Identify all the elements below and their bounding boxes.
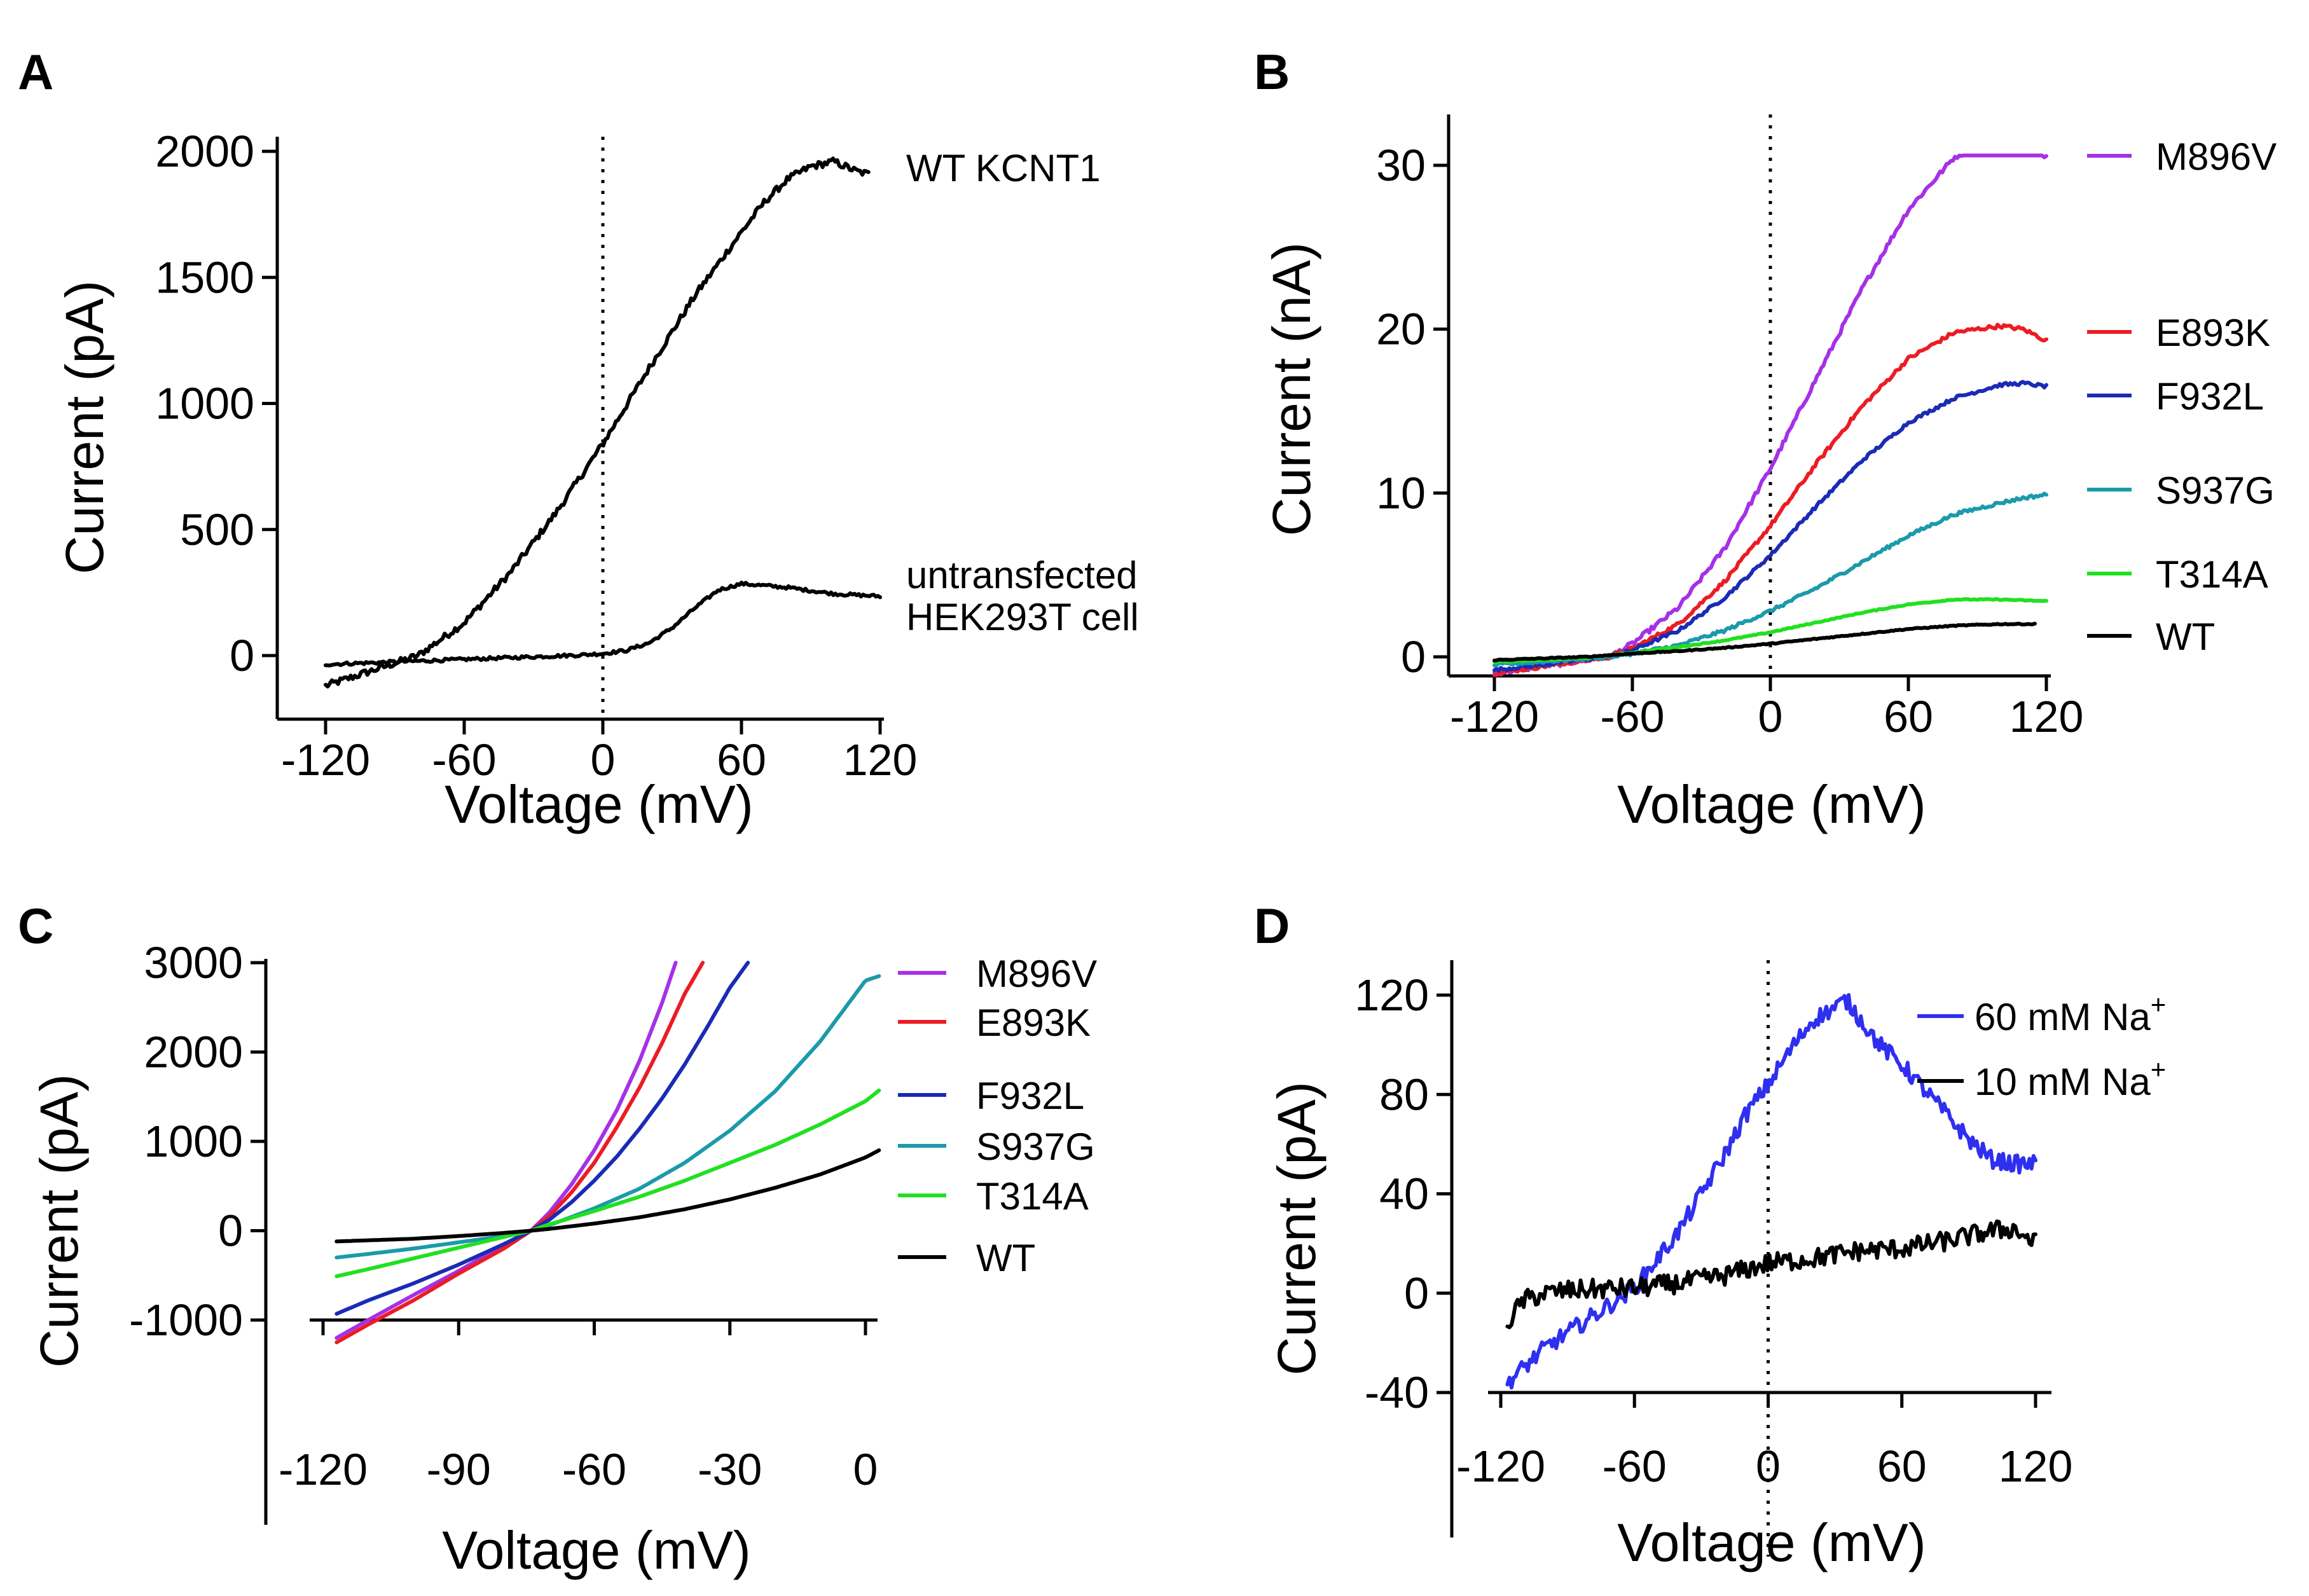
series-label-untransfected-hek293t-cell: untransfected (906, 554, 1138, 596)
legend-label-m896v: M896V (2156, 135, 2277, 178)
x-tick-label: 120 (1999, 1441, 2073, 1491)
x-tick-label: -120 (1456, 1441, 1545, 1491)
legend-label-wt: WT (2156, 616, 2215, 658)
series-line-wt (334, 1148, 881, 1244)
series-label-wt-kcnt1: WT KCNT1 (906, 147, 1101, 189)
y-tick-label: -40 (1365, 1368, 1429, 1417)
panel-a: A 0 500 1000 1500 2000 -120 -60 0 60 120 Voltage (m… (18, 44, 1139, 834)
legend-superscript: + (2151, 1054, 2167, 1084)
series-line-wt (1492, 621, 2037, 663)
legend-label-e893k: E893K (976, 1001, 1091, 1044)
x-tick-label: -90 (427, 1445, 491, 1494)
series-line-m896v (1492, 153, 2048, 677)
legend-label-m896v: M896V (976, 953, 1097, 995)
series-line-m896v (334, 961, 678, 1340)
y-tick-label: 40 (1379, 1169, 1429, 1219)
y-tick-label: 20 (1376, 305, 1426, 354)
y-tick-label: 2000 (144, 1028, 243, 1077)
legend-label-wt: WT (976, 1237, 1035, 1279)
legend-label-10-mm-na: 10 mM Na+ (1975, 1054, 2166, 1103)
x-tick-label: -120 (279, 1445, 368, 1494)
x-axis-title: Voltage (mV) (445, 774, 754, 834)
x-axis-title: Voltage (mV) (442, 1520, 751, 1580)
series-line-60-mm-na (1505, 993, 2037, 1390)
x-tick-label: -60 (1600, 692, 1664, 741)
y-axis-title: Current (nA) (1262, 242, 1321, 536)
panel-letter: C (18, 898, 53, 954)
x-tick-label: -30 (698, 1445, 762, 1494)
x-tick-label: 60 (1884, 692, 1933, 741)
y-tick-label: 500 (180, 505, 254, 554)
x-tick-label: -60 (432, 735, 496, 785)
series-line-untransfected-hek293t-cell (324, 581, 882, 668)
panel-letter: A (18, 44, 53, 100)
x-tick-label: 0 (591, 735, 616, 785)
y-tick-label: 30 (1376, 141, 1426, 190)
panel-letter: B (1254, 44, 1290, 100)
x-tick-label: 120 (2009, 692, 2084, 741)
y-axis-title: Current (pA) (29, 1074, 89, 1368)
y-tick-label: 0 (1404, 1269, 1429, 1318)
y-axis-title: Current (pA) (1267, 1082, 1327, 1375)
y-tick-label: 1000 (144, 1117, 243, 1166)
y-tick-label: 0 (218, 1206, 243, 1256)
y-tick-label: 80 (1379, 1070, 1429, 1119)
series-line-s937g (334, 974, 881, 1260)
series-line-e893k (334, 961, 705, 1345)
x-tick-label: -60 (1603, 1441, 1667, 1491)
x-tick-label: 60 (1877, 1441, 1927, 1491)
x-tick-label: -60 (562, 1445, 626, 1494)
legend-label-f932l: F932L (976, 1075, 1084, 1117)
legend-label-t314a: T314A (976, 1175, 1089, 1218)
x-tick-label: 0 (1758, 692, 1783, 741)
legend-label-s937g: S937G (976, 1125, 1095, 1168)
x-tick-label: 60 (717, 735, 766, 785)
series-line-wt-kcnt1 (324, 156, 871, 689)
panel-letter: D (1254, 898, 1290, 954)
x-tick-label: -120 (1450, 692, 1539, 741)
y-tick-label: 3000 (144, 938, 243, 987)
y-tick-label: 10 (1376, 468, 1426, 518)
x-axis-title: Voltage (mV) (1617, 1513, 1926, 1572)
legend-label-60-mm-na: 60 mM Na+ (1975, 989, 2166, 1038)
x-tick-label: 0 (853, 1445, 878, 1494)
y-tick-label: 2000 (155, 127, 254, 176)
y-tick-label: 120 (1354, 970, 1429, 1020)
legend-label-t314a: T314A (2156, 553, 2268, 596)
legend-superscript: + (2151, 989, 2167, 1019)
panel-c: C -1000 0 1000 2000 3000 -120 -90 -60 -30 0 Voltage… (18, 898, 1097, 1580)
x-tick-label: -120 (281, 735, 370, 785)
y-axis-title: Current (pA) (55, 280, 114, 574)
series-line-f932l (334, 961, 750, 1316)
series-line-10-mm-na (1505, 1219, 2037, 1330)
y-tick-label: 0 (1401, 632, 1426, 682)
legend-label-e893k: E893K (2156, 312, 2270, 354)
y-tick-label: -1000 (129, 1295, 243, 1345)
x-tick-label: 120 (843, 735, 918, 785)
series-label-untransfected-hek293t-cell: HEK293T cell (906, 596, 1139, 638)
legend-label-f932l: F932L (2156, 375, 2264, 418)
series-line-t314a (334, 1088, 881, 1279)
y-tick-label: 0 (230, 631, 254, 680)
legend-label-s937g: S937G (2156, 469, 2275, 512)
y-tick-label: 1500 (155, 252, 254, 302)
x-axis-title: Voltage (mV) (1617, 774, 1926, 834)
y-tick-label: 1000 (155, 379, 254, 429)
panel-b: B 0 10 20 30 -120 -60 0 60 120 Voltage (mV) Current… (1254, 44, 2277, 834)
